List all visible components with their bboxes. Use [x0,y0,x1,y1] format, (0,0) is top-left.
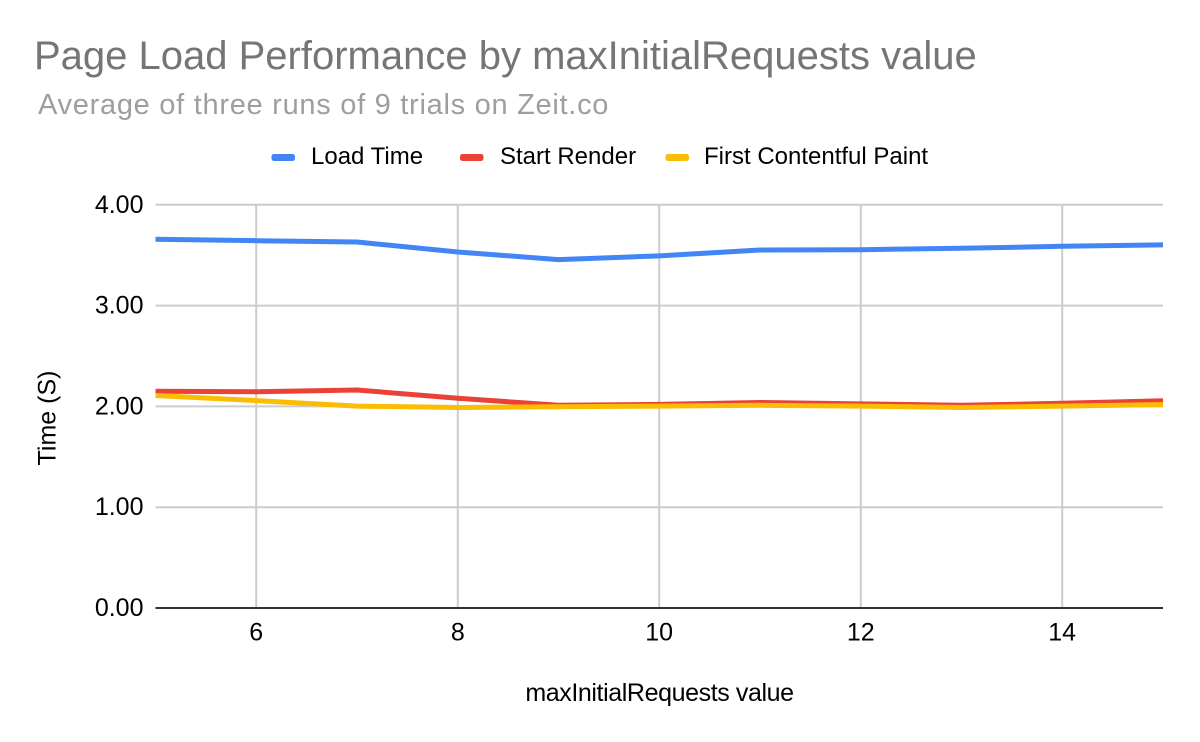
svg-text:Average of three runs of 9 tri: Average of three runs of 9 trials on Zei… [38,89,609,121]
svg-text:1.00: 1.00 [95,493,144,521]
svg-text:0.00: 0.00 [95,594,144,622]
svg-text:Time (S): Time (S) [34,371,62,466]
svg-text:First Contentful Paint: First Contentful Paint [704,143,928,170]
svg-text:6: 6 [249,619,263,647]
svg-text:4.00: 4.00 [95,191,144,219]
svg-text:10: 10 [645,619,673,647]
svg-text:Load Time: Load Time [311,143,423,170]
svg-text:2.00: 2.00 [95,392,144,420]
svg-text:maxInitialRequests value: maxInitialRequests value [525,679,793,707]
svg-text:14: 14 [1048,619,1076,647]
svg-text:8: 8 [451,619,465,647]
svg-text:Start Render: Start Render [500,143,636,170]
svg-text:12: 12 [847,619,875,647]
svg-text:3.00: 3.00 [95,292,144,320]
svg-text:Page Load Performance by maxIn: Page Load Performance by maxInitialReque… [34,34,977,78]
